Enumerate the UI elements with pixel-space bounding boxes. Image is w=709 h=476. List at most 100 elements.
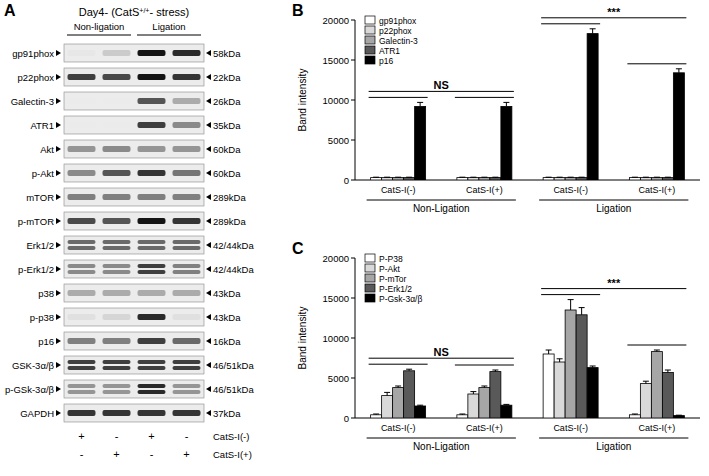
error-bar (420, 102, 421, 106)
error-cap (481, 386, 487, 387)
bar (629, 178, 640, 180)
arrow (206, 146, 211, 152)
band (138, 74, 166, 80)
bar (651, 178, 662, 180)
band (103, 264, 131, 268)
arrow (56, 314, 61, 320)
band (138, 146, 166, 152)
kda-label: 60kDa (213, 168, 241, 179)
header-line (137, 35, 201, 36)
legend-swatch (365, 26, 375, 34)
treatment-sign: - (115, 430, 119, 442)
error-cap (492, 370, 498, 371)
band (173, 366, 201, 370)
protein-label: Erk1/2 (27, 240, 54, 251)
band (173, 410, 201, 416)
bar (404, 371, 415, 418)
band (68, 314, 96, 320)
band (68, 218, 96, 224)
bar (468, 178, 479, 180)
protein-label: Galectin-3 (11, 96, 54, 107)
error-cap (406, 369, 412, 370)
treatment-label: CatS-I(-) (213, 431, 249, 442)
error-cap (590, 366, 596, 367)
error-cap (579, 307, 585, 308)
legend-swatch (365, 36, 375, 44)
title-part: - stress) (149, 6, 189, 18)
panel-label: A (4, 2, 16, 19)
error-cap (665, 370, 671, 371)
band (68, 338, 96, 344)
significance: *** (607, 277, 621, 289)
bar (587, 34, 598, 180)
group-line (367, 200, 516, 201)
tick (351, 140, 355, 141)
band (103, 246, 131, 250)
group-line (539, 438, 688, 439)
category-label: CatS-I(-) (553, 423, 588, 433)
category-label: CatS-I(+) (466, 423, 503, 433)
category-label: CatS-I(+) (638, 423, 675, 433)
error-cap (676, 68, 682, 69)
blot-strip (64, 404, 204, 422)
kda-label: 37kDa (213, 408, 241, 419)
band (138, 50, 166, 56)
arrow (56, 242, 61, 248)
band (103, 360, 131, 364)
band (68, 246, 96, 250)
blot-title: Day4- (CatS+/+- stress) (79, 6, 189, 18)
band (103, 122, 131, 128)
significance: NS (434, 346, 449, 358)
protein-label: GSK-3α/β (12, 360, 55, 371)
bar (371, 178, 382, 180)
band (68, 366, 96, 370)
band (68, 384, 96, 388)
blot-strip (64, 44, 204, 62)
kda-label: 43kDa (213, 288, 241, 299)
title-part: Day4- (CatS (79, 6, 140, 18)
band (138, 240, 166, 244)
treatment-sign: - (150, 448, 154, 460)
tick (351, 298, 355, 299)
axis-title: Band intensity (297, 307, 308, 370)
bar (457, 178, 468, 180)
tick-label: 5000 (328, 373, 349, 384)
arrow (56, 194, 61, 200)
kda-label: 289kDa (213, 192, 246, 203)
band (103, 410, 131, 416)
band (173, 390, 201, 394)
band (138, 338, 166, 344)
arrow (56, 362, 61, 368)
kda-label: 46/51kDa (213, 384, 254, 395)
error-bar (581, 308, 582, 315)
tick (351, 258, 355, 259)
header-line (67, 35, 131, 36)
band (138, 218, 166, 224)
error-cap (395, 177, 401, 178)
error-cap (503, 404, 509, 405)
bar (371, 415, 382, 418)
band (68, 74, 96, 80)
arrow (56, 338, 61, 344)
bar (565, 310, 576, 418)
band (68, 146, 96, 152)
kda-label: 46/51kDa (213, 360, 254, 371)
error-cap (373, 177, 379, 178)
protein-label: p-GSk-3α/β (5, 384, 55, 395)
group-line (367, 438, 516, 439)
legend-swatch (365, 274, 375, 282)
tick-label: 20000 (323, 253, 349, 264)
bar (576, 315, 587, 418)
protein-label: p-mTOR (18, 216, 54, 227)
band (68, 264, 96, 268)
blot-strip (64, 380, 204, 398)
bar (415, 106, 426, 180)
sig-line (627, 63, 686, 64)
bar (554, 178, 565, 180)
bar (673, 73, 684, 180)
error-cap (676, 415, 682, 416)
category-label: CatS-I(+) (466, 185, 503, 195)
protein-label: mTOR (26, 192, 54, 203)
sig-line (627, 345, 686, 346)
bar (662, 372, 673, 418)
